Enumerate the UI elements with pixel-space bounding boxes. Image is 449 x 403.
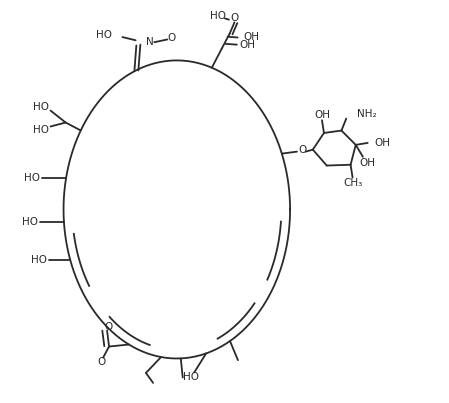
Text: OH: OH <box>360 158 376 168</box>
Text: HO: HO <box>22 218 38 227</box>
Text: N: N <box>146 37 154 47</box>
Text: HO: HO <box>31 256 47 266</box>
Text: O: O <box>167 33 176 43</box>
Text: HO: HO <box>33 102 49 112</box>
Text: HO: HO <box>24 173 40 183</box>
Text: HO: HO <box>183 372 199 382</box>
Text: OH: OH <box>240 40 255 50</box>
Text: NH₂: NH₂ <box>357 109 376 119</box>
Text: O: O <box>105 322 113 332</box>
Text: O: O <box>299 145 307 156</box>
Text: HO: HO <box>96 31 112 40</box>
Text: CH₃: CH₃ <box>343 178 362 188</box>
Text: O: O <box>231 12 239 23</box>
Text: HO: HO <box>33 125 49 135</box>
Text: HO: HO <box>210 11 226 21</box>
Text: OH: OH <box>314 110 330 120</box>
Text: OH: OH <box>244 33 260 42</box>
Text: O: O <box>97 357 105 368</box>
Text: OH: OH <box>374 138 390 148</box>
